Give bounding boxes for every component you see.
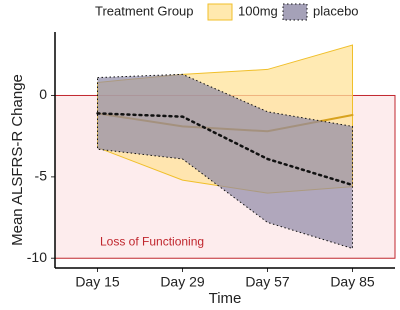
- x-tick-label: Day 57: [245, 274, 290, 290]
- ribbon: [97, 73, 353, 250]
- x-tick-label: Day 85: [330, 274, 375, 290]
- x-tick-label: Day 29: [160, 274, 205, 290]
- legend-label: 100mg: [238, 3, 278, 18]
- x-axis-title: Time: [209, 290, 242, 307]
- y-tick-label: -5: [35, 168, 48, 184]
- x-tick-label: Day 15: [75, 274, 120, 290]
- y-tick-label: 0: [39, 86, 47, 102]
- y-tick-label: -10: [27, 249, 47, 265]
- mean-line: [96, 112, 354, 187]
- threshold-label: Loss of Functioning: [100, 234, 204, 248]
- legend-title: Treatment Group: [95, 3, 194, 18]
- y-axis-title: Mean ALSFRS-R Change: [9, 74, 26, 246]
- legend-swatch: [282, 3, 308, 21]
- legend-swatch: [207, 3, 233, 21]
- legend-label: placebo: [313, 3, 359, 18]
